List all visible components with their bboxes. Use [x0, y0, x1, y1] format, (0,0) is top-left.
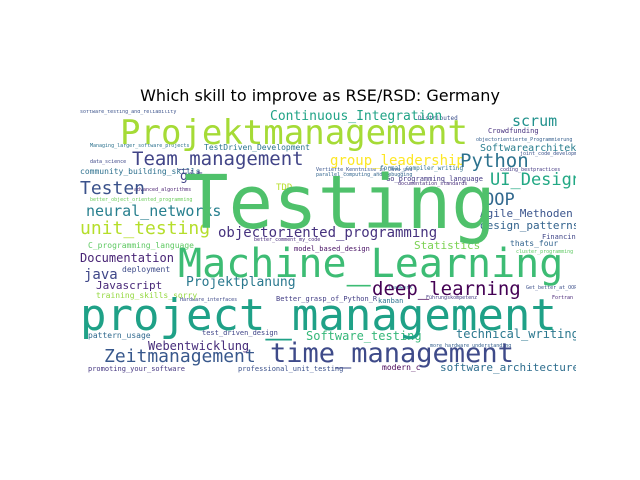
word-fuhrungskompetenz: Führungskompetenz	[426, 295, 478, 301]
word-coding-bestpractices: coding_bestpractices	[500, 167, 561, 173]
word-objectoriented-programming: objectoriented_programming	[218, 225, 438, 241]
word-vertiefte-kenntnisse: Vertiefte_Kenntnisse_in_Java_und	[316, 167, 413, 173]
word-model-based-design: model_based_design	[294, 245, 370, 253]
word-projektplanung: Projektplanung	[186, 275, 296, 290]
word-objectoriented-programming-small: objectorientierte_Programmierung	[476, 137, 573, 143]
word-javascript: Javascript	[96, 279, 163, 292]
word-projektmanagement: Projektmanagement	[120, 113, 468, 153]
word-parallel-computing-and-debugging: parallel_computing_and_debugging	[316, 172, 413, 178]
word-training-skills-sorry: training_skills_sorry	[96, 291, 198, 300]
word-python: Python	[460, 150, 529, 172]
word-c-programming-language: C_programming_language	[88, 241, 194, 250]
word-time-management: time_management	[270, 338, 514, 369]
word-cluster-programming: cluster_programming	[516, 249, 574, 255]
word-oop: OOP	[484, 190, 515, 210]
word-documentation-standards: documentation_standards	[398, 181, 468, 187]
word-more-hardware-understanding: more_hardware_understanding	[430, 343, 512, 349]
word-get-better-at-oop: Get_better_at_OOP	[526, 285, 576, 291]
word-group-leadership: group_leadership	[330, 153, 465, 169]
word-softwarearchitektur: Softwarearchitektur	[480, 143, 576, 154]
word-project-management: project_management	[80, 290, 557, 341]
word-technical-writing: technical_writing	[456, 327, 576, 341]
word-community-building-skills: community_building_skills	[80, 167, 201, 176]
word-deep-learning: deep_learning	[372, 278, 521, 300]
word-teamwork: teamwork	[388, 285, 413, 291]
word-hardware-interfaces: Hardware_interfaces	[180, 297, 238, 303]
word-modern-c: modern_c	[382, 363, 421, 372]
chart-title: Which skill to improve as RSE/RSD: Germa…	[140, 86, 500, 105]
word-continuous-integration: Continuous_Integration	[270, 110, 443, 124]
word-go-programming-language: Go_programming_language	[386, 175, 483, 183]
word-software-architecture: software_architecture	[440, 361, 576, 374]
word-cloud: software_testing_and_reliability Distrib…	[80, 110, 576, 376]
word-statistics: Statistics	[414, 239, 481, 252]
word-crowdfunding: Crowdfunding	[488, 127, 539, 135]
word-software-testing-and-reliability: software_testing_and_reliability	[80, 110, 177, 115]
word-better-comment-my-code: better_comment_my_code	[254, 237, 321, 243]
word-advanced-algorithms: advanced_algorithms	[134, 187, 192, 193]
word-financing: Financing	[542, 233, 576, 241]
word-managing-larger-software-projects: Managing_larger_software_projects	[90, 143, 190, 149]
word-documentation: Documentation	[80, 251, 174, 265]
word-zeitmanagement: Zeitmanagement	[104, 346, 256, 367]
word-testing: Testing	[184, 160, 496, 246]
word-test-driven-design: test_driven_design	[202, 329, 278, 337]
word-webentwicklung: Webentwicklung	[148, 339, 250, 353]
word-git: git	[180, 169, 204, 184]
word-deployment: deployment	[122, 265, 171, 274]
word-team-management: Team_management	[132, 148, 304, 170]
word-fortran: Fortran	[552, 295, 574, 301]
word-agile-methoden: Agile_Methoden	[480, 207, 573, 220]
word-distributed: Distributed	[418, 115, 458, 122]
word-tdd: TDD	[276, 183, 293, 193]
word-promoting-your-software: promoting_your_software	[88, 365, 185, 373]
word-pattern-usage: pattern_usage	[88, 331, 151, 340]
word-testdriven-development: TestDriven_Development	[204, 143, 310, 152]
word-better-object-oriented-programming: better_object_oriented_programming	[90, 197, 193, 203]
word-scrum: scrum	[512, 112, 558, 130]
word-software-testing: Software_testing	[306, 329, 422, 343]
word-professional-unit-testing: professional_unit_testing	[238, 365, 344, 373]
word-better-grasp-of-python-r: Better_grasp_of_Python_R	[276, 295, 378, 303]
word-design-patterns: design_patterns	[480, 219, 576, 232]
word-formal-compiler-writing: formal_compiler_writing	[380, 165, 464, 172]
word-joint-code-development: joint_code_development	[520, 151, 576, 157]
word-thats-four: thats_four	[510, 239, 559, 248]
word-kanban: kanban	[378, 297, 404, 305]
word-testen: Testen	[80, 178, 146, 199]
word-data-science: data_science	[90, 159, 127, 165]
word-machine-learning: Machine_Learning	[178, 241, 564, 287]
word-unit-testing: unit_testing	[80, 218, 211, 239]
word-java: java	[84, 267, 118, 283]
word-ui-design: UI_Design	[490, 170, 576, 190]
word-neural-networks: neural_networks	[86, 202, 222, 220]
